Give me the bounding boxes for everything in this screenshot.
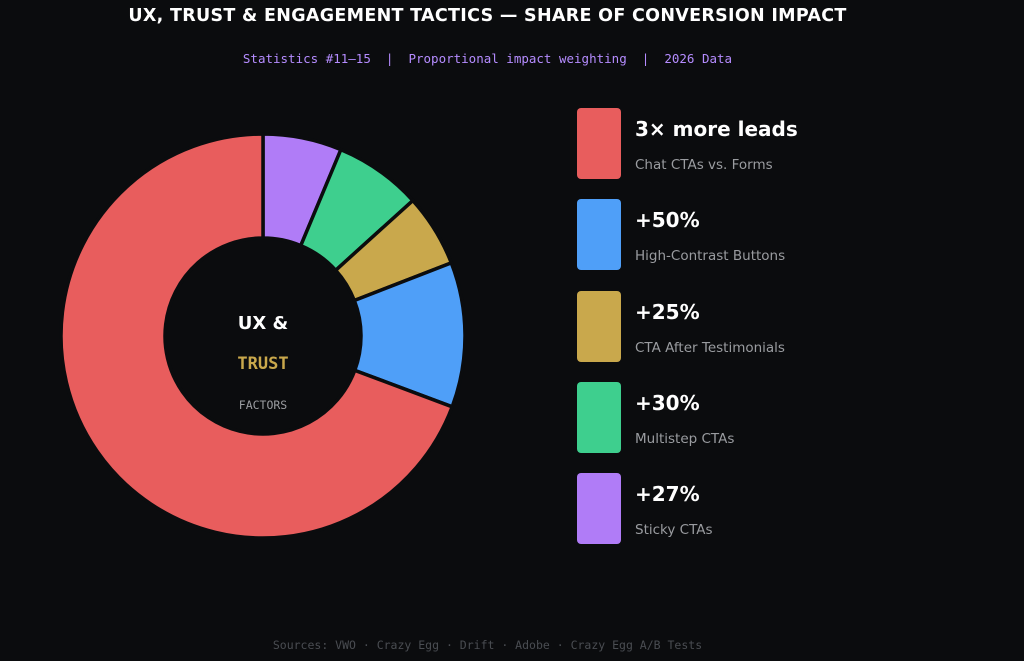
legend-label: High-Contrast Buttons <box>635 248 786 264</box>
legend-value: 3× more leads <box>635 117 798 141</box>
center-label-line1: UX & <box>238 313 288 334</box>
center-label-line2: TRUST <box>237 354 288 374</box>
legend-swatch <box>577 382 621 453</box>
legend-item-multistep-ctas: +30% Multistep CTAs <box>577 382 997 454</box>
legend-label: Sticky CTAs <box>635 522 713 538</box>
legend-value: +30% <box>635 391 700 415</box>
legend-value: +27% <box>635 482 700 506</box>
legend-swatch <box>577 291 621 362</box>
legend-label: Multistep CTAs <box>635 431 735 447</box>
donut-slice-chat-ctas-vs-forms <box>59 132 454 540</box>
sources-footer: Sources: VWO · Crazy Egg · Drift · Adobe… <box>272 638 703 652</box>
legend-label: Chat CTAs vs. Forms <box>635 157 773 173</box>
legend-item-chat-ctas: 3× more leads Chat CTAs vs. Forms <box>577 108 997 180</box>
chart-subtitle: Statistics #11–15 | Proportional impact … <box>242 51 733 66</box>
legend-swatch <box>577 199 621 270</box>
legend-item-cta-after-testimonials: +25% CTA After Testimonials <box>577 291 997 363</box>
legend-swatch <box>577 108 621 179</box>
center-label-line3: FACTORS <box>239 398 288 412</box>
legend-label: CTA After Testimonials <box>635 340 785 356</box>
donut-chart: UX & TRUST FACTORS <box>59 132 467 540</box>
legend-item-sticky-ctas: +27% Sticky CTAs <box>577 473 997 545</box>
legend-value: +25% <box>635 300 700 324</box>
chart-title: UX, TRUST & ENGAGEMENT TACTICS — SHARE O… <box>128 6 847 26</box>
donut-slices <box>59 132 467 540</box>
legend-value: +50% <box>635 208 700 232</box>
legend-item-high-contrast-buttons: +50% High-Contrast Buttons <box>577 199 997 271</box>
legend-swatch <box>577 473 621 544</box>
